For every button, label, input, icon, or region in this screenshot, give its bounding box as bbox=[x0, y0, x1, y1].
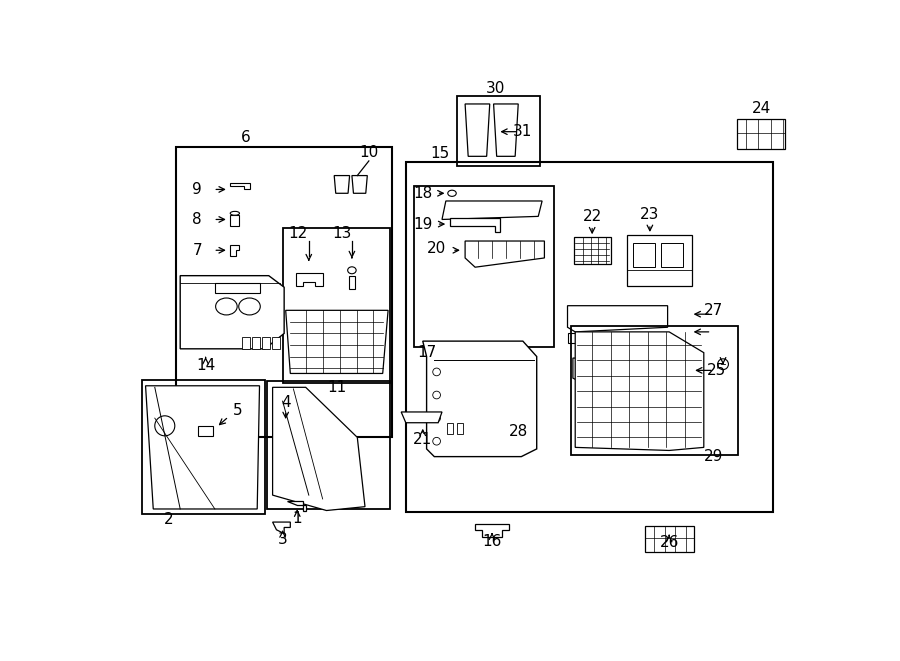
Polygon shape bbox=[568, 333, 604, 342]
Text: 20: 20 bbox=[427, 241, 446, 256]
Text: 4: 4 bbox=[281, 395, 291, 410]
Bar bbox=[447, 423, 453, 434]
Polygon shape bbox=[475, 524, 509, 537]
Ellipse shape bbox=[347, 267, 356, 274]
Text: 24: 24 bbox=[752, 101, 771, 116]
Bar bbox=[633, 243, 654, 267]
Polygon shape bbox=[334, 176, 349, 193]
Text: 14: 14 bbox=[196, 358, 215, 373]
Polygon shape bbox=[573, 358, 668, 383]
Bar bbox=[406, 163, 773, 512]
Ellipse shape bbox=[216, 298, 238, 315]
Polygon shape bbox=[285, 310, 388, 373]
Polygon shape bbox=[450, 218, 500, 232]
Text: 25: 25 bbox=[707, 363, 726, 378]
Text: 23: 23 bbox=[640, 207, 660, 221]
Text: 27: 27 bbox=[704, 303, 724, 318]
Circle shape bbox=[433, 391, 440, 399]
Text: 12: 12 bbox=[288, 226, 308, 241]
Polygon shape bbox=[198, 426, 213, 436]
Circle shape bbox=[433, 368, 440, 375]
Polygon shape bbox=[465, 241, 544, 267]
Text: 16: 16 bbox=[482, 534, 501, 549]
Bar bbox=[457, 423, 463, 434]
Circle shape bbox=[155, 416, 175, 436]
Polygon shape bbox=[423, 341, 536, 457]
Polygon shape bbox=[252, 337, 259, 349]
Text: 3: 3 bbox=[278, 531, 287, 547]
Bar bbox=[267, 381, 391, 509]
Ellipse shape bbox=[230, 212, 239, 215]
Polygon shape bbox=[146, 386, 259, 509]
Polygon shape bbox=[737, 120, 785, 149]
Text: 9: 9 bbox=[193, 182, 202, 197]
Ellipse shape bbox=[238, 298, 260, 315]
Text: 19: 19 bbox=[413, 217, 432, 231]
Bar bbox=[283, 228, 391, 383]
Text: 26: 26 bbox=[660, 535, 679, 551]
Bar bbox=[215, 283, 259, 293]
Bar bbox=[141, 379, 265, 514]
Text: 21: 21 bbox=[413, 432, 432, 447]
Polygon shape bbox=[287, 501, 306, 510]
Polygon shape bbox=[180, 276, 284, 349]
Text: 8: 8 bbox=[193, 212, 202, 227]
Polygon shape bbox=[230, 215, 239, 225]
Text: 2: 2 bbox=[164, 512, 174, 527]
Bar bbox=[176, 147, 392, 438]
Polygon shape bbox=[493, 104, 518, 156]
Bar bbox=[349, 276, 355, 289]
Text: 7: 7 bbox=[193, 243, 202, 258]
Text: 18: 18 bbox=[413, 186, 432, 201]
Bar bbox=[413, 186, 554, 347]
Text: 31: 31 bbox=[513, 124, 533, 139]
Bar bbox=[456, 97, 540, 165]
Polygon shape bbox=[568, 305, 668, 332]
Polygon shape bbox=[401, 412, 442, 423]
Polygon shape bbox=[242, 337, 249, 349]
Polygon shape bbox=[626, 235, 692, 286]
Circle shape bbox=[433, 414, 440, 422]
Text: 15: 15 bbox=[430, 145, 449, 161]
Polygon shape bbox=[230, 245, 239, 256]
Bar bbox=[662, 243, 683, 267]
Text: 5: 5 bbox=[233, 403, 243, 418]
Text: 11: 11 bbox=[327, 380, 346, 395]
Polygon shape bbox=[262, 337, 269, 349]
Polygon shape bbox=[442, 201, 542, 219]
Polygon shape bbox=[273, 387, 365, 510]
Polygon shape bbox=[465, 104, 490, 156]
Text: 13: 13 bbox=[332, 226, 352, 241]
Ellipse shape bbox=[448, 190, 456, 196]
Text: 30: 30 bbox=[485, 81, 505, 96]
Polygon shape bbox=[573, 237, 610, 264]
Text: 22: 22 bbox=[582, 209, 602, 224]
Polygon shape bbox=[575, 332, 704, 450]
Polygon shape bbox=[272, 337, 280, 349]
Text: 1: 1 bbox=[292, 511, 302, 525]
Text: 29: 29 bbox=[704, 449, 724, 464]
Circle shape bbox=[717, 359, 728, 369]
Polygon shape bbox=[352, 176, 367, 193]
Text: 17: 17 bbox=[417, 345, 436, 360]
Text: 6: 6 bbox=[241, 130, 250, 145]
Polygon shape bbox=[230, 183, 249, 188]
Text: 28: 28 bbox=[509, 424, 528, 440]
Text: 10: 10 bbox=[359, 145, 379, 160]
Circle shape bbox=[433, 438, 440, 445]
Polygon shape bbox=[644, 526, 694, 552]
Bar bbox=[571, 326, 738, 455]
Polygon shape bbox=[296, 274, 322, 286]
Polygon shape bbox=[273, 522, 291, 533]
